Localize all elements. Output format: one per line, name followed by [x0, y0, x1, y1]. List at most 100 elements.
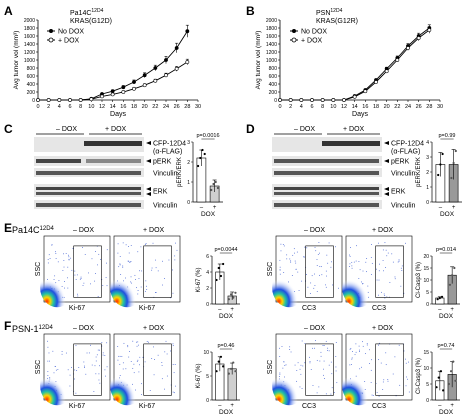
flow-event — [172, 269, 173, 271]
x-tick-label: 4 — [58, 104, 61, 110]
data-point — [439, 370, 443, 373]
flow-event — [77, 293, 78, 295]
flow-event — [327, 349, 328, 351]
panel-c-blot: – DOX + DOX CFP-12D4 (α-FLAG) pERK Vincu… — [34, 126, 186, 210]
y-tick-label: 2000 — [24, 18, 35, 24]
legend-marker-filled — [292, 29, 296, 33]
y-tick-label: 4 — [426, 140, 429, 146]
x-tick-label: 4 — [300, 104, 303, 110]
flow-event — [358, 345, 360, 347]
flow-event — [172, 343, 174, 345]
data-point — [153, 78, 158, 83]
flow-event — [145, 280, 147, 282]
gate-rectangle — [143, 245, 172, 298]
flow-event — [102, 352, 104, 354]
flow-event — [294, 260, 296, 262]
flow-event — [359, 351, 360, 352]
flow-event — [76, 274, 78, 276]
y-tick-label: 1 — [187, 180, 190, 186]
flow-event — [47, 340, 49, 342]
data-point — [219, 274, 223, 278]
flow-event — [323, 345, 325, 346]
y-tick-label: 4 — [206, 270, 209, 276]
data-point — [185, 29, 190, 34]
data-point — [217, 360, 220, 363]
x-tick-label: 16 — [362, 104, 368, 110]
y-tick-label: 1400 — [266, 42, 277, 48]
flow-event — [381, 291, 382, 293]
flow-event — [101, 342, 103, 343]
flow-event — [315, 340, 316, 342]
legend-b-dox: + DOX — [301, 38, 323, 45]
flow-event — [119, 256, 121, 257]
flow-event — [169, 297, 171, 299]
flow-event — [94, 365, 96, 367]
data-point — [185, 60, 190, 64]
flow-event — [71, 366, 72, 368]
flow-event — [136, 345, 138, 347]
x-tick-label: 20 — [384, 104, 390, 110]
flow-event — [325, 284, 327, 286]
flow-event — [370, 257, 372, 258]
flow-event — [146, 285, 147, 287]
panel-letter-d: D — [246, 122, 255, 136]
flow-event — [153, 374, 155, 376]
legend-b-nodox: No DOX — [301, 29, 327, 36]
flow-event — [93, 391, 95, 392]
y-tick-label: 2 — [187, 160, 190, 166]
flow-event — [123, 342, 125, 344]
flow-density — [272, 267, 307, 308]
flow-event — [379, 342, 381, 344]
x-axis-label: DOX — [440, 211, 455, 218]
flow-event — [294, 364, 296, 366]
flow-event — [128, 260, 130, 262]
data-point — [448, 283, 452, 286]
flow-event — [118, 355, 120, 357]
bar-chart-c: 0 1 2 3 pERK/ERK – +DOX p=0.0016 — [177, 133, 223, 218]
flow-event — [319, 252, 320, 254]
data-point — [449, 370, 453, 373]
flow-event — [382, 260, 384, 261]
blot-label: Vinculin — [153, 203, 177, 210]
p-value: p=0.99 — [439, 133, 456, 139]
y-tick-label: 1200 — [24, 50, 35, 56]
p-value: p=0.0016 — [196, 133, 219, 139]
data-point — [427, 28, 432, 32]
flow-event — [366, 258, 368, 259]
data-point — [450, 176, 453, 180]
flow-event — [94, 280, 96, 282]
data-point — [442, 389, 445, 392]
x-tick-label: 0 — [278, 104, 281, 110]
flow-event — [328, 350, 330, 352]
x-axis-label: DOX — [219, 313, 234, 320]
blot-label: ERK — [153, 189, 168, 196]
flow-event — [61, 353, 63, 355]
flow-event — [366, 343, 368, 345]
p-value: p=0.0044 — [214, 247, 237, 253]
flow-event — [408, 361, 409, 363]
y-tick-label: 0 — [274, 98, 277, 104]
x-tick-label: 26 — [174, 104, 180, 110]
flow-event — [335, 366, 337, 368]
flow-f-cc3-minus: CC3 SSC — [267, 333, 343, 410]
y-tick-label: 1000 — [266, 58, 277, 64]
data-point — [436, 298, 439, 301]
y-tick-label: 10 — [203, 350, 209, 356]
y-tick-label: 1600 — [24, 34, 35, 40]
flow-event — [164, 351, 166, 353]
flow-event — [286, 254, 288, 256]
flow-event — [162, 260, 163, 262]
flow-event — [79, 278, 81, 280]
y-tick-label: 5 — [206, 374, 209, 380]
flow-event — [377, 344, 379, 346]
flow-event — [362, 345, 364, 347]
flow-event — [290, 351, 292, 353]
flow-event — [129, 351, 130, 352]
flow-event — [162, 284, 163, 286]
flow-event — [279, 269, 281, 271]
flow-event — [327, 262, 329, 264]
flow-event — [282, 244, 284, 245]
flow-event — [289, 346, 291, 348]
flow-event — [75, 278, 77, 280]
flow-event — [325, 270, 327, 272]
